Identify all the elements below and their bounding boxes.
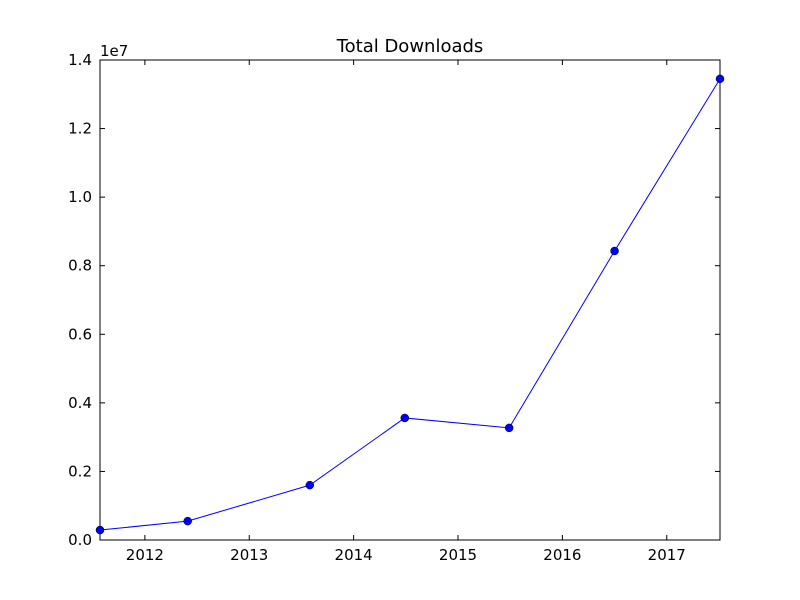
plot-frame (99, 59, 721, 541)
y-tick-label: 0.8 (68, 257, 92, 275)
y-tick-label: 0.0 (68, 531, 92, 549)
x-tick-label: 2017 (648, 546, 686, 564)
data-point (95, 525, 105, 535)
x-tick-label: 2012 (126, 546, 164, 564)
data-point (305, 480, 315, 490)
x-tick-label: 2014 (335, 546, 373, 564)
y-tick-label: 0.6 (68, 325, 92, 343)
data-point (715, 74, 725, 84)
y-tick-label: 0.4 (68, 394, 92, 412)
data-point (183, 516, 192, 526)
y-tick-label: 1.0 (68, 188, 92, 206)
y-offset-label: 1e7 (100, 42, 128, 60)
x-tick-label: 2015 (439, 546, 477, 564)
x-tick-label: 2013 (230, 546, 268, 564)
y-tick-label: 0.2 (68, 462, 92, 480)
data-point (504, 423, 514, 433)
y-tick-label: 1.2 (68, 120, 92, 138)
y-tick-label: 1.4 (68, 51, 92, 69)
x-tick-label: 2016 (543, 546, 581, 564)
chart-title: Total Downloads (336, 36, 484, 57)
data-point (400, 413, 410, 423)
data-point (610, 246, 619, 256)
